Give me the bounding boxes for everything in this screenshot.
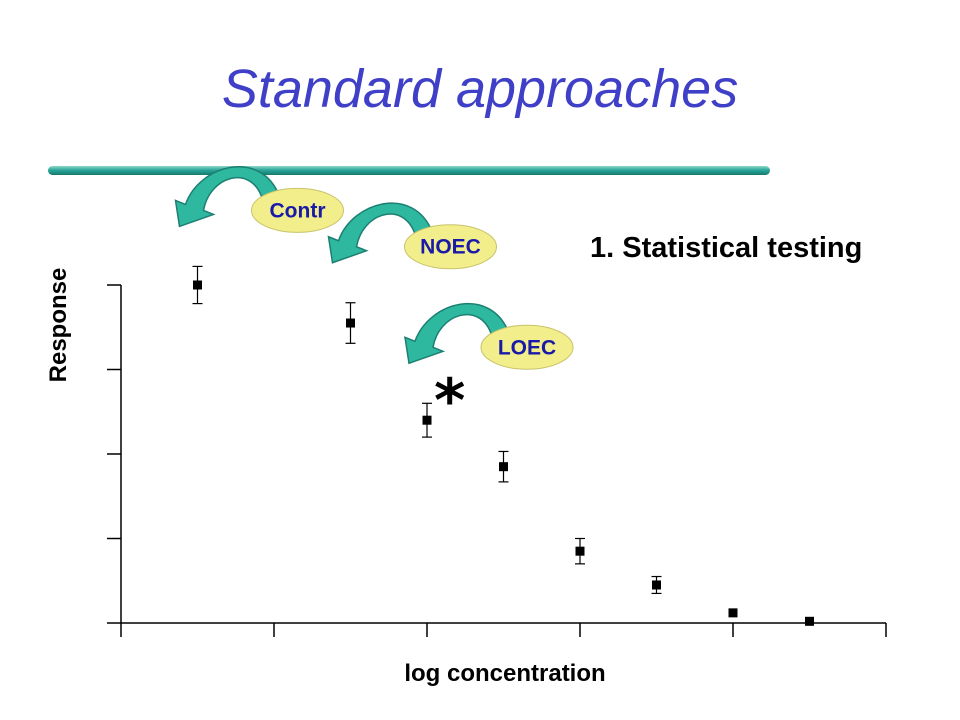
data-point — [728, 608, 738, 618]
chart-callouts: Contr NOEC LOEC — [174, 166, 574, 370]
data-point-group — [498, 450, 509, 483]
data-point-group — [805, 616, 814, 626]
y-axis-label: Response — [45, 267, 72, 383]
callout-bubble — [404, 224, 497, 270]
data-point-group — [192, 265, 203, 305]
significance-asterisk: * — [434, 366, 466, 436]
chart-axes — [107, 284, 887, 637]
data-point — [422, 415, 432, 425]
data-point-group — [345, 302, 356, 344]
data-point — [805, 616, 814, 626]
data-point — [575, 546, 585, 556]
slide-title: Standard approaches — [221, 59, 739, 119]
callout-bubble — [480, 324, 574, 370]
data-point — [652, 580, 661, 590]
callout-label: Contr — [270, 199, 326, 222]
chart-points — [192, 265, 814, 626]
slide-subtitle: 1. Statistical testing — [590, 232, 863, 264]
title-underline — [48, 166, 770, 175]
data-point-group — [651, 575, 662, 595]
data-point — [346, 318, 355, 328]
data-point — [193, 280, 202, 290]
data-point — [499, 462, 508, 472]
callout-label: NOEC — [420, 236, 481, 259]
data-point-group — [422, 402, 432, 438]
x-axis-label: log concentration — [404, 660, 606, 687]
data-point-group — [575, 537, 585, 565]
callout-label: LOEC — [498, 336, 556, 359]
data-point-group — [728, 608, 738, 618]
callout-noec: NOEC — [327, 202, 497, 270]
callout-contr: Contr — [174, 166, 344, 233]
callout-bubble — [251, 187, 344, 233]
callout-loec: LOEC — [404, 303, 574, 370]
